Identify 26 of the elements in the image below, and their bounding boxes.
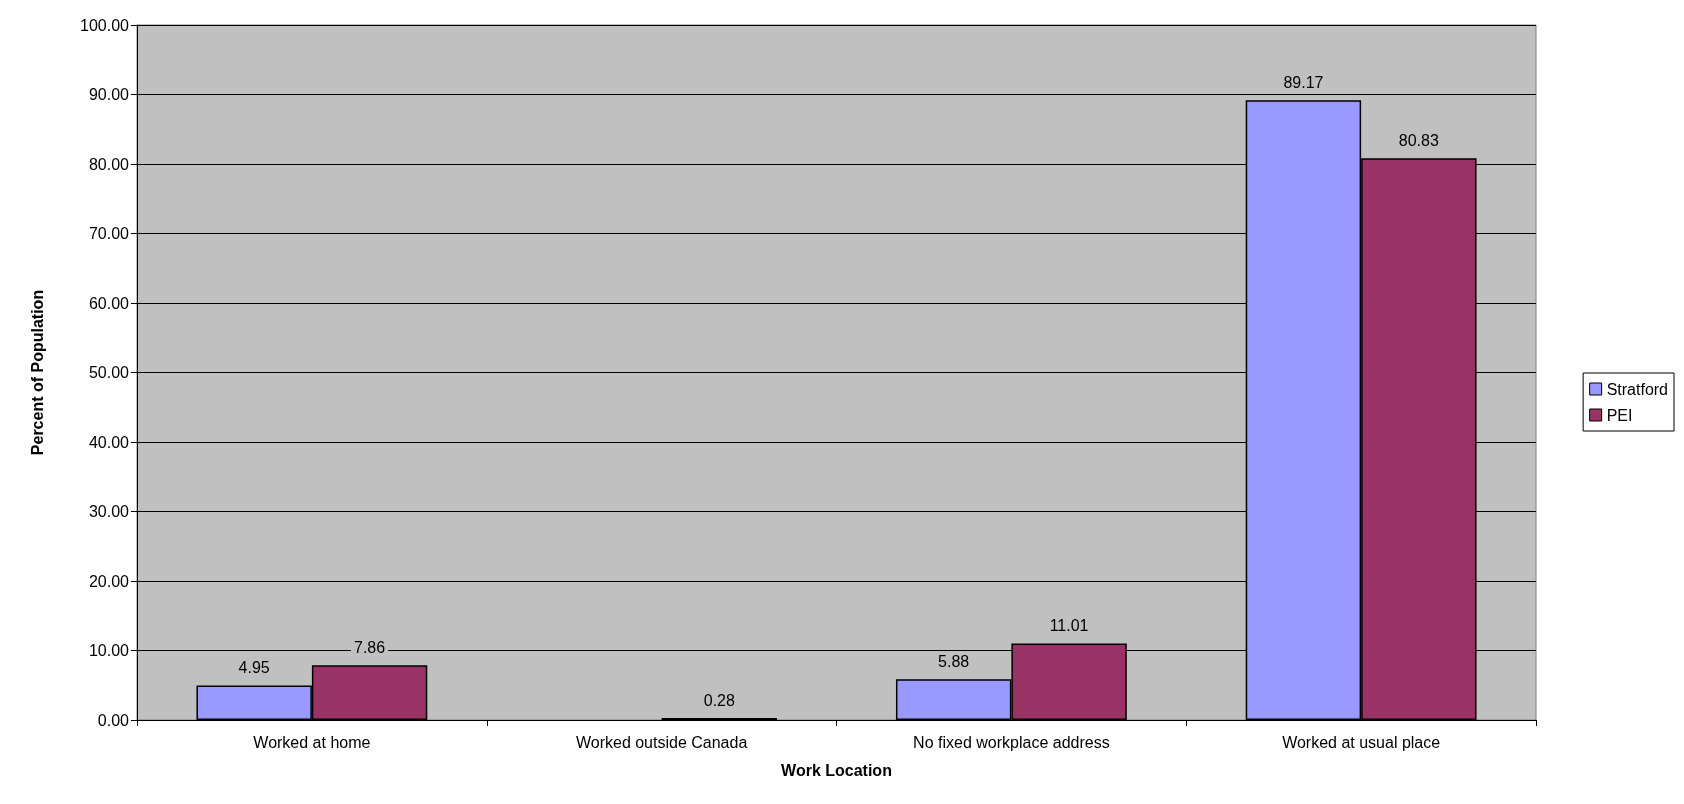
x-tick-label: Worked at home bbox=[253, 733, 371, 751]
data-label: 5.88 bbox=[938, 652, 970, 670]
legend-label: Stratford bbox=[1606, 380, 1668, 398]
data-label: 4.95 bbox=[238, 659, 270, 677]
y-tick-label: 10.00 bbox=[88, 642, 130, 659]
legend-label: PEI bbox=[1606, 406, 1633, 424]
y-axis-title: Percent of Population bbox=[28, 289, 46, 456]
y-tick-label: 60.00 bbox=[88, 294, 130, 312]
y-tick-label: 80.00 bbox=[88, 155, 130, 173]
data-label: 89.17 bbox=[1283, 73, 1324, 91]
y-tick-label: 70.00 bbox=[88, 225, 130, 242]
y-tick-label: 100.00 bbox=[80, 16, 130, 34]
x-axis-title: Work Location bbox=[781, 761, 892, 779]
y-tick-label: 30.00 bbox=[88, 503, 130, 520]
data-label: 7.86 bbox=[354, 638, 386, 656]
y-tick-label: 0.00 bbox=[97, 711, 130, 729]
x-tick-label: Worked outside Canada bbox=[575, 733, 748, 751]
y-tick-label: 40.00 bbox=[88, 433, 130, 451]
data-label: 0.28 bbox=[703, 691, 736, 709]
x-tick-label: Worked at usual place bbox=[1282, 733, 1441, 751]
x-tick-label: No fixed workplace address bbox=[913, 733, 1110, 751]
y-tick-label: 20.00 bbox=[88, 572, 130, 590]
y-tick-label: 50.00 bbox=[88, 364, 130, 381]
data-label: 11.01 bbox=[1049, 616, 1089, 634]
y-tick-label: 90.00 bbox=[88, 86, 130, 103]
data-label: 80.83 bbox=[1398, 131, 1439, 149]
